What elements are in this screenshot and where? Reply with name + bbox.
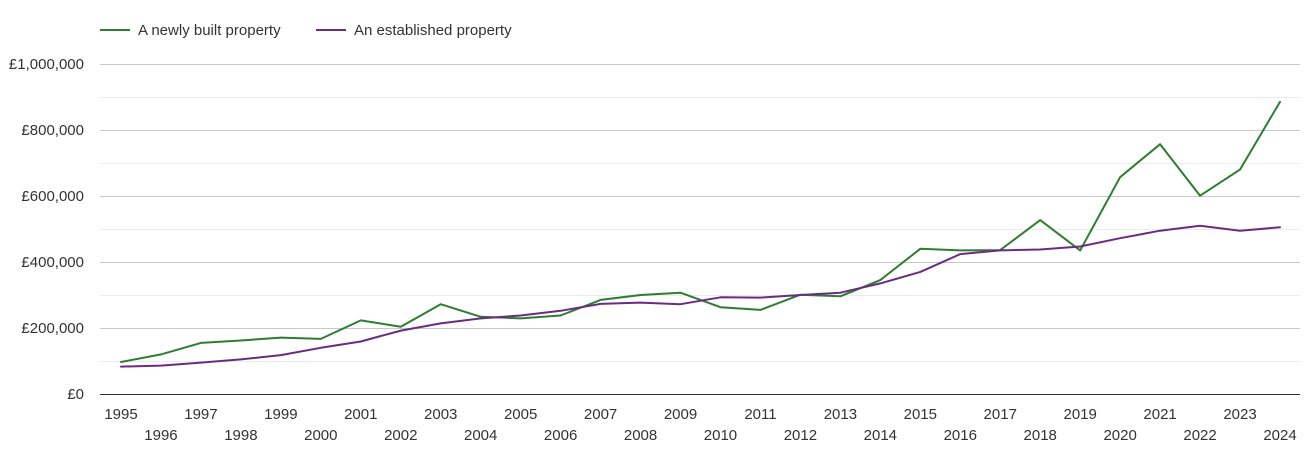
x-tick-label: 2000 (304, 427, 337, 444)
x-tick-label: 2005 (504, 406, 537, 423)
x-tick-label: 1996 (144, 427, 177, 444)
x-tick-label: 2001 (344, 406, 377, 423)
x-tick-label: 2013 (824, 406, 857, 423)
series-line-new-build (120, 100, 1281, 363)
x-tick-label: 2023 (1223, 406, 1256, 423)
legend-swatch-new-build (100, 29, 130, 31)
y-tick-label: £400,000 (21, 254, 84, 271)
y-tick-label: £0 (67, 386, 84, 403)
x-tick-label: 2024 (1263, 427, 1296, 444)
x-tick-label: 2004 (464, 427, 497, 444)
x-tick-label: 2022 (1183, 427, 1216, 444)
x-tick-label: 2006 (544, 427, 577, 444)
y-tick-label: £200,000 (21, 320, 84, 337)
legend-swatch-established (316, 29, 346, 31)
x-tick-label: 2012 (784, 427, 817, 444)
x-tick-label: 1995 (104, 406, 137, 423)
legend-item-new-build[interactable]: A newly built property (100, 20, 281, 40)
x-tick-label: 2020 (1103, 427, 1136, 444)
x-tick-label: 2002 (384, 427, 417, 444)
x-tick-label: 2010 (704, 427, 737, 444)
x-tick-label: 2017 (984, 406, 1017, 423)
x-tick-label: 1999 (264, 406, 297, 423)
x-tick-label: 1997 (184, 406, 217, 423)
x-tick-label: 2014 (864, 427, 897, 444)
series-line-established (120, 224, 1281, 368)
x-tick-label: 2018 (1024, 427, 1057, 444)
x-tick-label: 2015 (904, 406, 937, 423)
x-tick-label: 2016 (944, 427, 977, 444)
y-tick-label: £600,000 (21, 188, 84, 205)
y-tick-label: £800,000 (21, 122, 84, 139)
x-tick-label: 2007 (584, 406, 617, 423)
legend-label-new-build: A newly built property (138, 21, 281, 39)
x-tick-label: 2021 (1143, 406, 1176, 423)
x-tick-label: 2011 (744, 406, 776, 423)
x-tick-label: 2019 (1063, 406, 1096, 423)
legend-label-established: An established property (354, 21, 512, 39)
legend-item-established[interactable]: An established property (316, 20, 512, 40)
y-tick-label: £1,000,000 (9, 56, 84, 73)
x-tick-label: 2009 (664, 406, 697, 423)
x-tick-label: 2003 (424, 406, 457, 423)
x-tick-label: 1998 (224, 427, 257, 444)
x-tick-label: 2008 (624, 427, 657, 444)
